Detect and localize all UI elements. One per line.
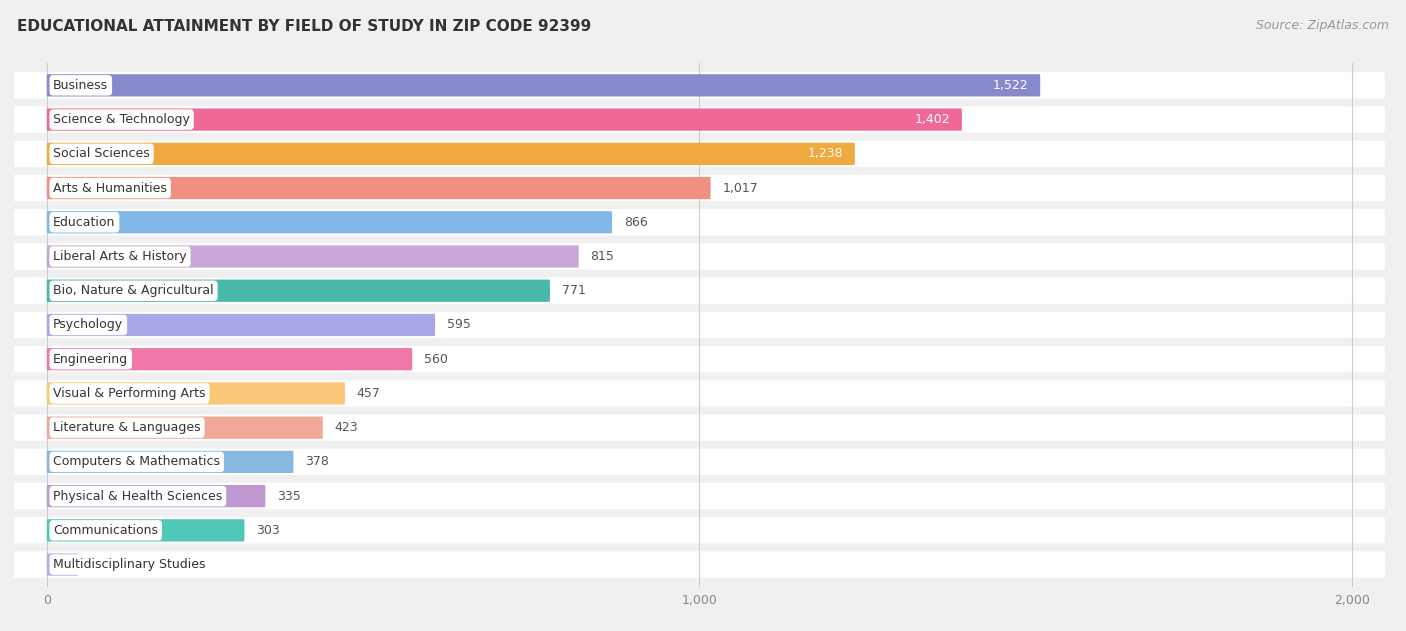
Text: EDUCATIONAL ATTAINMENT BY FIELD OF STUDY IN ZIP CODE 92399: EDUCATIONAL ATTAINMENT BY FIELD OF STUDY… [17,19,591,34]
FancyBboxPatch shape [46,245,579,268]
Text: Engineering: Engineering [53,353,128,366]
FancyBboxPatch shape [46,451,294,473]
FancyBboxPatch shape [14,107,1385,133]
FancyBboxPatch shape [14,517,1385,543]
Text: 1,238: 1,238 [807,147,844,160]
Text: 815: 815 [591,250,614,263]
Text: Physical & Health Sciences: Physical & Health Sciences [53,490,222,503]
FancyBboxPatch shape [46,109,962,131]
Text: Source: ZipAtlas.com: Source: ZipAtlas.com [1256,19,1389,32]
FancyBboxPatch shape [46,74,1040,97]
Text: Visual & Performing Arts: Visual & Performing Arts [53,387,205,400]
Text: 457: 457 [357,387,381,400]
FancyBboxPatch shape [14,312,1385,338]
Text: 1,522: 1,522 [993,79,1029,92]
Text: 48: 48 [90,558,105,571]
Text: Social Sciences: Social Sciences [53,147,150,160]
FancyBboxPatch shape [14,278,1385,304]
Text: 560: 560 [425,353,449,366]
Text: 423: 423 [335,421,359,434]
Text: 771: 771 [562,284,586,297]
FancyBboxPatch shape [46,348,412,370]
FancyBboxPatch shape [14,141,1385,167]
FancyBboxPatch shape [46,416,323,439]
Text: Business: Business [53,79,108,92]
Text: Communications: Communications [53,524,159,537]
FancyBboxPatch shape [46,211,612,233]
Text: 303: 303 [256,524,280,537]
Text: Multidisciplinary Studies: Multidisciplinary Studies [53,558,205,571]
FancyBboxPatch shape [14,346,1385,372]
Text: Psychology: Psychology [53,319,124,331]
Text: 378: 378 [305,456,329,468]
Text: Bio, Nature & Agricultural: Bio, Nature & Agricultural [53,284,214,297]
FancyBboxPatch shape [46,553,79,575]
FancyBboxPatch shape [14,551,1385,578]
Text: 866: 866 [624,216,648,229]
FancyBboxPatch shape [14,415,1385,441]
FancyBboxPatch shape [46,143,855,165]
FancyBboxPatch shape [14,483,1385,509]
FancyBboxPatch shape [46,485,266,507]
FancyBboxPatch shape [14,209,1385,235]
FancyBboxPatch shape [46,177,710,199]
Text: Education: Education [53,216,115,229]
FancyBboxPatch shape [14,449,1385,475]
Text: Arts & Humanities: Arts & Humanities [53,182,167,194]
Text: 1,017: 1,017 [723,182,758,194]
Text: 335: 335 [277,490,301,503]
FancyBboxPatch shape [46,280,550,302]
Text: Literature & Languages: Literature & Languages [53,421,201,434]
Text: Science & Technology: Science & Technology [53,113,190,126]
Text: 595: 595 [447,319,471,331]
FancyBboxPatch shape [46,314,434,336]
FancyBboxPatch shape [46,382,344,404]
FancyBboxPatch shape [14,72,1385,98]
FancyBboxPatch shape [14,175,1385,201]
FancyBboxPatch shape [14,244,1385,269]
Text: Computers & Mathematics: Computers & Mathematics [53,456,221,468]
FancyBboxPatch shape [14,380,1385,406]
Text: 1,402: 1,402 [914,113,950,126]
FancyBboxPatch shape [46,519,245,541]
Text: Liberal Arts & History: Liberal Arts & History [53,250,187,263]
